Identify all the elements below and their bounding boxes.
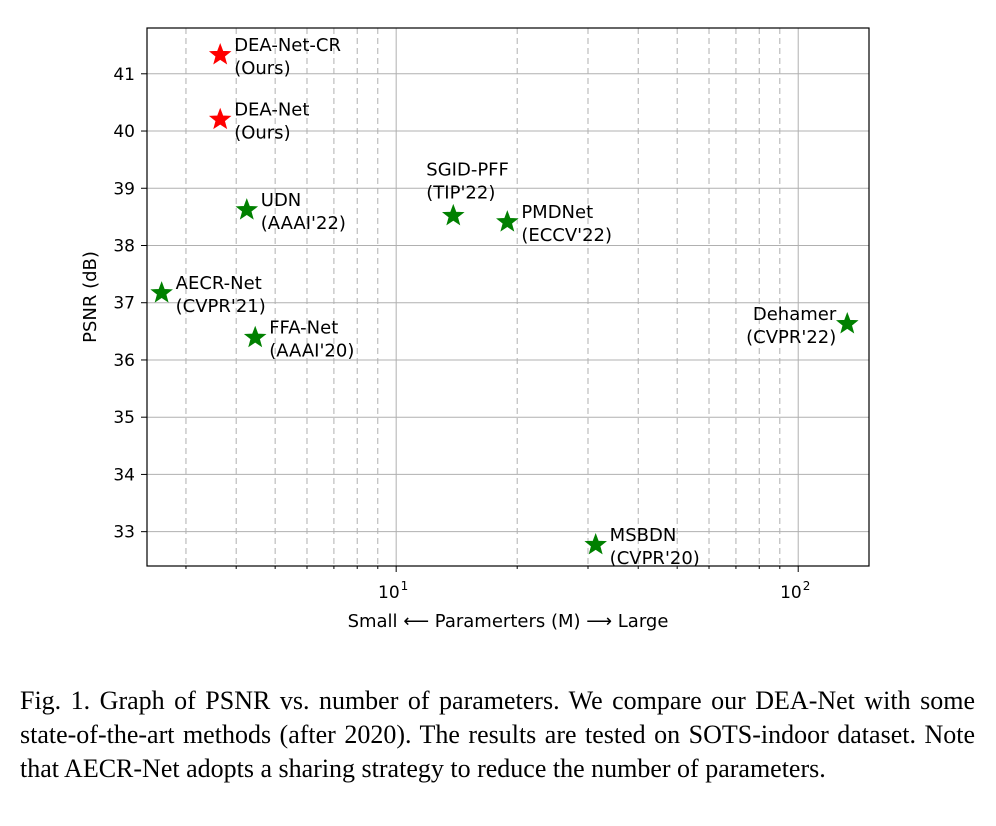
point-label-name: FFA-Net [269,318,338,339]
point-label-name: DEA-Net [234,100,309,121]
x-axis-label: Small ⟵ Paramerters (M) ⟶ Large [348,611,669,632]
y-tick-label: 40 [113,122,135,142]
x-tick-label: 102 [780,579,810,603]
axis-ticks: 33 34 35 36 37 38 39 40 41 101 102 [113,65,810,603]
point-label-venue: (CVPR'21) [176,296,266,317]
x-tick-label-exponent: 2 [803,579,811,593]
point-label-venue: (Ours) [234,58,290,79]
point-label-venue: (AAAI'20) [269,341,354,362]
point-label-name: Dehamer [753,304,837,325]
data-points: DEA-Net-CR(Ours)DEA-Net(Ours)UDN(AAAI'22… [150,35,859,569]
marker-pmdnet [496,210,519,232]
plot-frame [146,27,870,567]
grid [147,28,869,566]
point-label-venue: (Ours) [234,123,290,144]
marker-ffa-net [243,325,267,348]
y-tick-label: 33 [113,523,135,543]
point-label-name: DEA-Net-CR [234,35,341,56]
marker-dea-net-cr [208,43,232,65]
marker-aecr-net [150,281,173,303]
point-label-name: SGID-PFF [426,160,509,181]
point-label-name: PMDNet [521,202,593,223]
marker-udn [235,198,259,220]
point-label-venue: (CVPR'20) [610,548,700,569]
point-label-venue: (ECCV'22) [521,225,612,246]
y-axis-label: PSNR (dB) [80,251,101,343]
marker-dea-net [208,107,232,130]
y-tick-label: 34 [113,465,135,485]
y-tick-label: 35 [113,408,135,428]
point-label-name: AECR-Net [176,273,262,294]
y-tick-label: 41 [113,65,135,85]
marker-msbdn [584,532,607,555]
marker-sgid-pff [442,203,465,226]
marker-dehamer [835,312,859,334]
y-tick-label: 37 [113,294,135,314]
point-label-venue: (AAAI'22) [261,213,346,234]
y-tick-label: 36 [113,351,135,371]
y-tick-label: 39 [113,179,135,199]
point-label-venue: (CVPR'22) [746,327,836,348]
x-tick-label: 101 [378,579,408,603]
figure-caption: Fig. 1. Graph of PSNR vs. number of para… [20,686,975,783]
y-tick-label: 38 [113,236,135,256]
point-label-name: UDN [261,190,302,211]
x-tick-label-exponent: 1 [401,579,409,593]
point-label-venue: (TIP'22) [426,183,495,204]
point-label-name: MSBDN [610,525,677,546]
